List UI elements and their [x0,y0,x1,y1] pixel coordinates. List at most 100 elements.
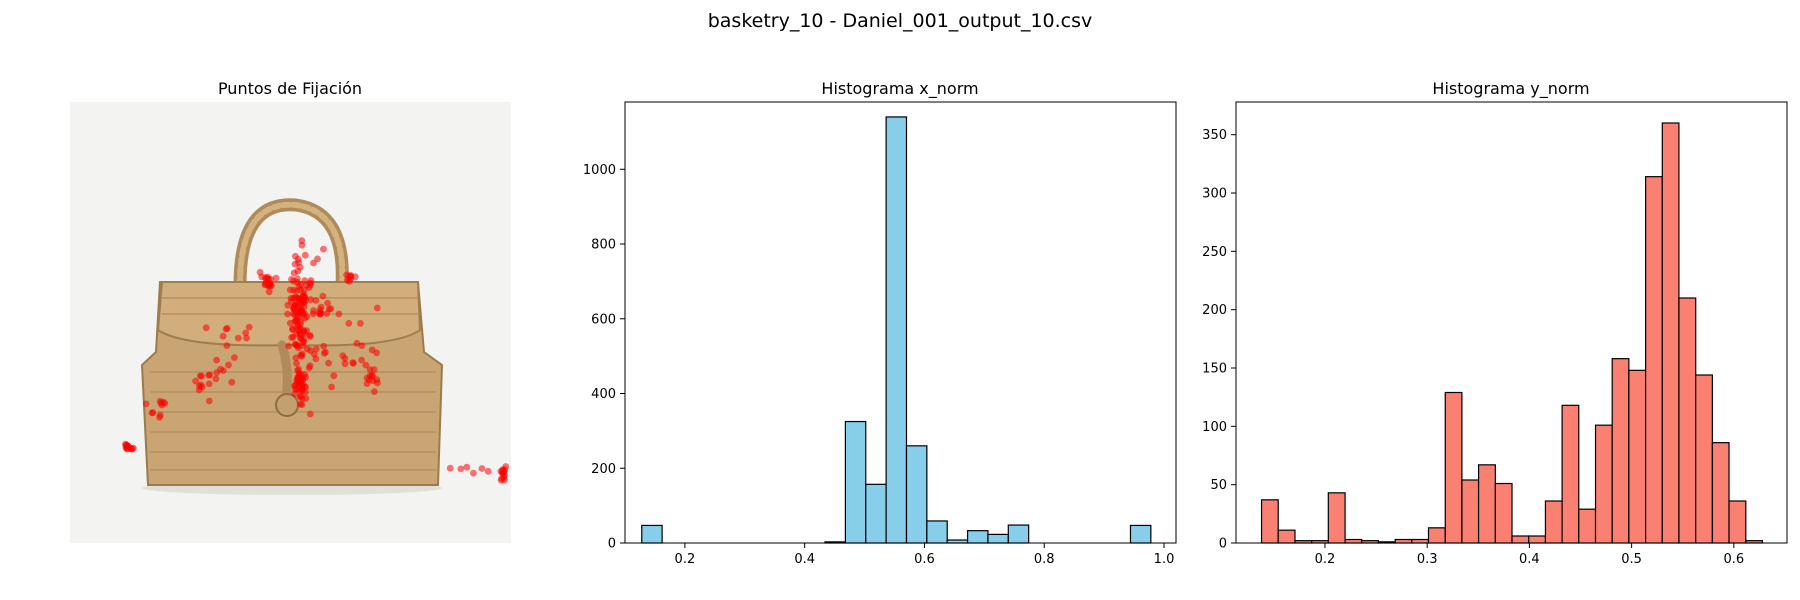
fixation-point [371,388,378,395]
fixation-point [297,308,304,315]
y-tick-label: 100 [1202,420,1227,435]
histogram-bar [1728,500,1747,544]
fixation-point [225,361,232,369]
histogram-bar [865,483,887,544]
fixation-point [457,465,465,473]
fixation-point [316,310,324,318]
histogram-x-norm: Histograma x_norm 0.2 0.4 0.6 0.8 1.0 0 200 40… [583,79,1177,567]
histogram-bar [1661,122,1680,544]
fixation-point [463,463,471,471]
fixation-point [298,387,306,395]
fixation-point [242,329,250,337]
x-tick-label: 0.6 [1723,552,1744,567]
histogram-bar [1695,374,1713,544]
histogram-bar [987,533,1009,544]
fixation-point [363,374,371,382]
fixation-point [297,351,305,359]
histogram-y-yticks: 0 50 100 150 200 250 300 350 [1202,128,1236,552]
x-tick-label: 0.8 [1034,552,1055,567]
fixation-point [362,361,370,369]
fixation-point [339,352,347,359]
fixation-point [219,367,227,374]
fixation-point [288,276,295,283]
histogram-bar [1444,391,1463,544]
histogram-bar [1260,499,1279,544]
fixation-point [130,444,137,452]
fixation-point [321,349,328,357]
histogram-bar [641,524,663,544]
fixation-point [357,320,364,327]
y-tick-label: 0 [1219,537,1227,552]
fixation-point [286,286,294,294]
fixation-point [156,413,164,421]
histogram-y-bars [1260,122,1764,544]
fixation-point [330,372,338,380]
y-tick-label: 0 [608,537,616,552]
fixation-point [196,382,203,390]
fixation-point [228,378,236,386]
y-tick-label: 200 [591,462,616,477]
fixation-point [353,339,361,347]
histogram-y-title: Histograma y_norm [1432,79,1589,99]
fixation-point [320,342,328,350]
y-tick-label: 200 [1202,303,1227,318]
histogram-bar [1711,442,1730,544]
fixation-points-panel: Puntos de Fijación [70,79,511,543]
fixation-point [157,399,165,407]
fixation-point [446,464,454,472]
fixation-point [265,288,273,296]
histogram-x-xticks: 0.2 0.4 0.6 0.8 1.0 [675,543,1174,567]
fixation-point [267,276,275,283]
fixation-point [373,304,381,312]
fixation-point [206,371,214,379]
fixation-point [350,360,357,367]
fixation-markers [122,237,510,484]
histogram-bar [966,530,989,544]
histogram-bar [1344,538,1363,544]
x-tick-label: 0.3 [1417,552,1438,567]
fixation-point [205,380,213,388]
y-tick-label: 250 [1202,245,1227,260]
fixation-point [319,292,327,300]
fixation-point [500,468,508,476]
histogram-bar [1394,538,1413,544]
histogram-bar [1411,538,1430,544]
x-tick-label: 0.4 [794,552,815,567]
histogram-bar [885,116,908,544]
fixation-point [284,310,291,318]
fixation-point [368,346,376,354]
histogram-x-title: Histograma x_norm [821,79,978,99]
figure-suptitle: basketry_10 - Daniel_001_output_10.csv [708,10,1093,32]
fixation-point [312,297,320,304]
histogram-x-bars [641,116,1152,544]
histogram-y-xticks: 0.2 0.3 0.4 0.5 0.6 [1315,543,1744,567]
histogram-bar [905,445,928,544]
fixation-point [290,310,297,318]
fixation-point [301,251,309,259]
fixation-point [328,383,335,391]
fixation-point [213,356,221,364]
fixation-point [335,310,343,318]
fixation-point [245,323,253,331]
x-tick-label: 0.4 [1519,552,1540,567]
histogram-bar [1277,529,1296,544]
histogram-bar [1645,176,1663,544]
fixation-point [293,360,300,367]
histogram-bar [1007,524,1030,544]
fixation-point [305,364,313,372]
fixation-point [287,295,295,302]
histogram-bar [1578,508,1597,544]
fixation-point [300,338,308,345]
fixation-point [297,370,305,378]
y-tick-label: 400 [591,387,616,402]
histogram-bar [1611,358,1630,544]
fixation-point [301,277,309,285]
histogram-bar [1477,464,1496,544]
y-tick-label: 600 [591,312,616,327]
fixation-point [290,305,297,313]
x-tick-label: 0.2 [1315,552,1336,567]
histogram-x-yticks: 0 200 400 600 800 1000 [583,163,625,552]
fixation-point [310,259,317,267]
fixation-point [290,269,298,277]
